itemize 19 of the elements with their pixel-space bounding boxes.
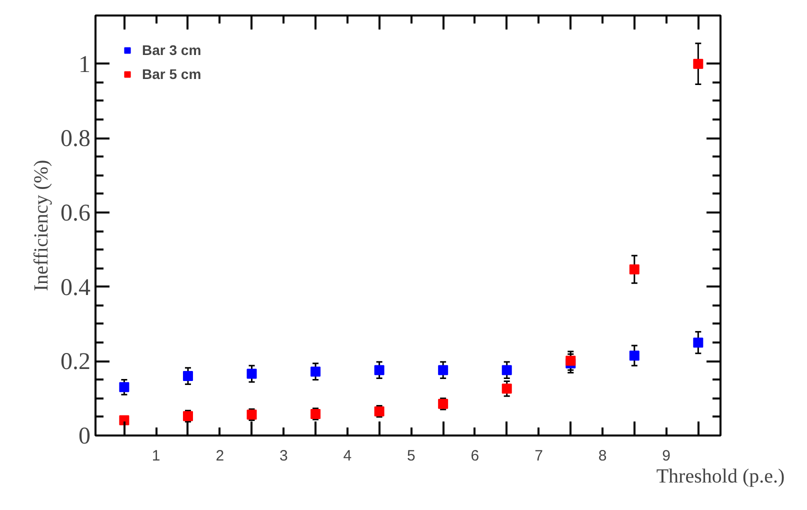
legend-label: Bar 5 cm [142,66,202,82]
x-axis-title: Threshold (p.e.) [656,466,785,488]
legend-label: Bar 3 cm [142,42,202,58]
x-tick-label: 8 [598,448,607,464]
y-tick-label: 0.6 [60,200,90,226]
x-tick-label: 4 [343,448,352,464]
y-tick-label: 0.2 [60,349,90,376]
x-tick-label: 3 [279,448,288,464]
x-tick-label: 2 [216,448,224,464]
x-tick-label: 1 [152,448,160,464]
y-tick-label: 0.4 [60,274,90,301]
x-tick-label: 9 [662,448,670,464]
y-tick-label: 0 [78,424,90,450]
y-tick-label: 0.8 [60,126,90,152]
y-tick-label: 1 [78,52,90,78]
y-axis-title: Inefficiency (%) [30,160,52,292]
x-tick-label: 7 [534,448,543,464]
x-tick-label: 6 [470,448,480,464]
x-tick-label: 5 [407,448,416,464]
